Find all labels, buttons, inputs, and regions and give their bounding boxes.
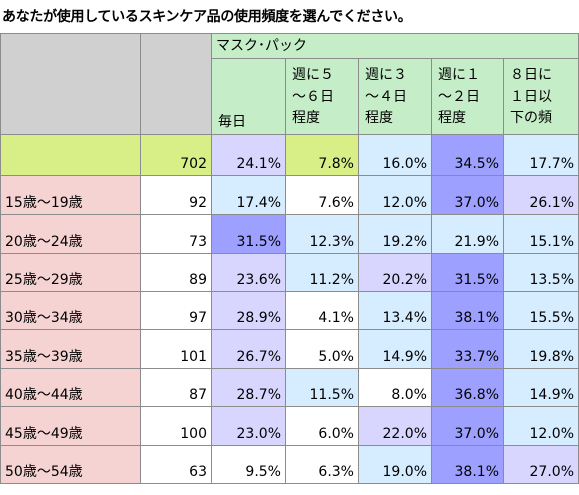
row-label-cell: 50歳～54歳 bbox=[0, 445, 141, 484]
value-cell: 7.8% bbox=[285, 134, 359, 176]
value-cell: 23.6% bbox=[211, 253, 286, 292]
sample-size-cell: 100 bbox=[140, 406, 212, 446]
table-row: 15歳～19歳 92 17.4% 7.6% 12.0% 37.0% 26.1% bbox=[0, 175, 579, 215]
sample-size-cell: 89 bbox=[140, 253, 212, 292]
value-cell: 33.7% bbox=[431, 329, 504, 369]
row-label-cell: 20歳～24歳 bbox=[0, 214, 141, 254]
column-header-line: 週に１ bbox=[438, 67, 480, 83]
column-header-1: 週に５ ～６日程度 bbox=[285, 58, 359, 135]
value-cell: 17.7% bbox=[503, 134, 579, 176]
value-cell: 6.3% bbox=[285, 445, 359, 484]
value-cell: 12.0% bbox=[358, 175, 432, 215]
row-label-cell: 35歳～39歳 bbox=[0, 329, 141, 369]
sample-size-cell: 63 bbox=[140, 445, 212, 484]
header-row-group: マスク･パック bbox=[0, 33, 579, 135]
value-cell: 15.1% bbox=[503, 214, 579, 254]
value-cell: 7.6% bbox=[285, 175, 359, 215]
n-header-cell bbox=[140, 33, 212, 135]
value-cell: 37.0% bbox=[431, 175, 504, 215]
sample-size-cell: 97 bbox=[140, 291, 212, 330]
value-cell: 31.5% bbox=[211, 214, 286, 254]
value-cell: 38.1% bbox=[431, 445, 504, 484]
crosstab-table: マスク･パック毎日 週に５ ～６日程度 週に３ ～４日程度 週に１ ～２日程度 ８日に １日以下… bbox=[0, 33, 579, 484]
value-cell: 23.0% bbox=[211, 406, 286, 446]
column-header-line: 週に５ bbox=[292, 67, 334, 83]
sample-size-cell: 92 bbox=[140, 175, 212, 215]
column-header-line: 程度 bbox=[365, 110, 393, 127]
value-cell: 21.9% bbox=[431, 214, 504, 254]
sample-size-cell: 87 bbox=[140, 368, 212, 407]
value-cell: 26.7% bbox=[211, 329, 286, 369]
column-header-line: １日以 bbox=[510, 88, 552, 105]
total-row: 702 24.1% 7.8% 16.0% 34.5% 17.7% bbox=[0, 134, 579, 176]
value-cell: 27.0% bbox=[503, 445, 579, 484]
row-label-cell: 30歳～34歳 bbox=[0, 291, 141, 330]
value-cell: 34.5% bbox=[431, 134, 504, 176]
table-row: 35歳～39歳 101 26.7% 5.0% 14.9% 33.7% 19.8% bbox=[0, 329, 579, 369]
value-cell: 24.1% bbox=[211, 134, 286, 176]
value-cell: 13.4% bbox=[358, 291, 432, 330]
column-header-line: 週に３ bbox=[365, 67, 407, 83]
value-cell: 11.2% bbox=[285, 253, 359, 292]
corner-cell bbox=[0, 33, 141, 135]
value-cell: 28.7% bbox=[211, 368, 286, 407]
value-cell: 12.3% bbox=[285, 214, 359, 254]
row-label-cell: 40歳～44歳 bbox=[0, 368, 141, 407]
row-label-cell: 25歳～29歳 bbox=[0, 253, 141, 292]
column-header-2: 週に３ ～４日程度 bbox=[358, 58, 432, 135]
table-row: 45歳～49歳 100 23.0% 6.0% 22.0% 37.0% 12.0% bbox=[0, 406, 579, 446]
value-cell: 9.5% bbox=[211, 445, 286, 484]
column-header-line: 下の頻 bbox=[510, 110, 552, 127]
header-row-columns: 毎日 週に５ ～６日程度 週に３ ～４日程度 週に１ ～２日程度 ８日に １日以下の頻 bbox=[1, 58, 579, 135]
value-cell: 5.0% bbox=[285, 329, 359, 369]
column-header-line: 程度 bbox=[438, 110, 466, 127]
value-cell: 38.1% bbox=[431, 291, 504, 330]
value-cell: 20.2% bbox=[358, 253, 432, 292]
column-header-line: 程度 bbox=[292, 110, 320, 127]
chart-title: あなたが使用しているスキンケア品の使用頻度を選んでください。 bbox=[2, 9, 412, 25]
column-header-line: ８日に bbox=[510, 67, 552, 83]
table-row: 30歳～34歳 97 28.9% 4.1% 13.4% 38.1% 15.5% bbox=[0, 291, 579, 330]
value-cell: 17.4% bbox=[211, 175, 286, 215]
sample-size-cell: 702 bbox=[140, 134, 212, 176]
sample-size-cell: 73 bbox=[140, 214, 212, 254]
value-cell: 19.0% bbox=[358, 445, 432, 484]
column-header-line: 毎日 bbox=[218, 114, 246, 131]
table-row: 20歳～24歳 73 31.5% 12.3% 19.2% 21.9% 15.1% bbox=[0, 214, 579, 254]
value-cell: 14.9% bbox=[503, 368, 579, 407]
table-row: 40歳～44歳 87 28.7% 11.5% 8.0% 36.8% 14.9% bbox=[0, 368, 579, 407]
table-row: 25歳～29歳 89 23.6% 11.2% 20.2% 31.5% 13.5% bbox=[0, 253, 579, 292]
column-header-4: ８日に １日以下の頻 bbox=[503, 58, 579, 135]
value-cell: 19.8% bbox=[503, 329, 579, 369]
column-header-3: 週に１ ～２日程度 bbox=[431, 58, 504, 135]
value-cell: 8.0% bbox=[358, 368, 432, 407]
table-row: 50歳～54歳 63 9.5% 6.3% 19.0% 38.1% 27.0% bbox=[0, 445, 579, 484]
value-cell: 36.8% bbox=[431, 368, 504, 407]
value-cell: 14.9% bbox=[358, 329, 432, 369]
value-cell: 22.0% bbox=[358, 406, 432, 446]
value-cell: 4.1% bbox=[285, 291, 359, 330]
value-cell: 12.0% bbox=[503, 406, 579, 446]
value-cell: 15.5% bbox=[503, 291, 579, 330]
column-header-line: ～４日 bbox=[365, 88, 407, 105]
row-label-cell bbox=[0, 134, 141, 176]
column-header-line: ～６日 bbox=[292, 88, 334, 105]
value-cell: 28.9% bbox=[211, 291, 286, 330]
sample-size-cell: 101 bbox=[140, 329, 212, 369]
row-label-cell: 15歳～19歳 bbox=[0, 175, 141, 215]
value-cell: 31.5% bbox=[431, 253, 504, 292]
value-cell: 16.0% bbox=[358, 134, 432, 176]
value-cell: 13.5% bbox=[503, 253, 579, 292]
value-cell: 19.2% bbox=[358, 214, 432, 254]
column-header-line: ～２日 bbox=[438, 88, 480, 105]
row-label-cell: 45歳～49歳 bbox=[0, 406, 141, 446]
group-header-cell: マスク･パック bbox=[211, 33, 579, 59]
value-cell: 6.0% bbox=[285, 406, 359, 446]
column-header-0: 毎日 bbox=[211, 58, 286, 135]
value-cell: 26.1% bbox=[503, 175, 579, 215]
value-cell: 37.0% bbox=[431, 406, 504, 446]
value-cell: 11.5% bbox=[285, 368, 359, 407]
